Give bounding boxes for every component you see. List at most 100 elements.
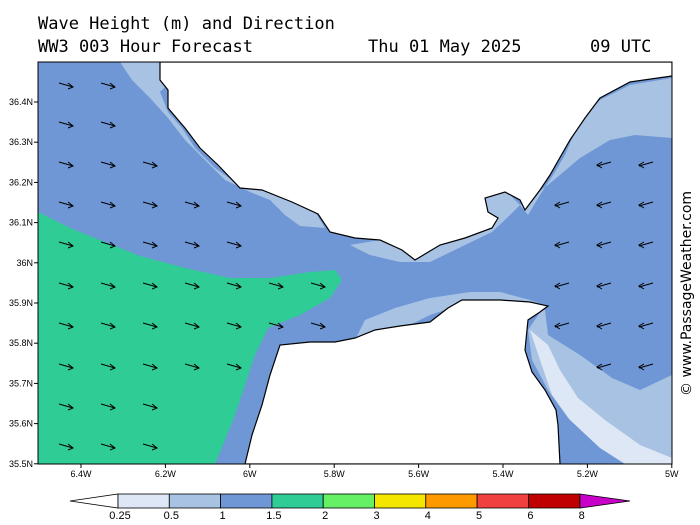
wave-arrow [226, 241, 242, 249]
credit-text: © www.PassageWeather.com [679, 190, 695, 396]
wave-arrow [142, 282, 158, 290]
legend-label: 5 [476, 510, 482, 522]
wave-arrow [142, 161, 158, 169]
lon-label: 5W [665, 469, 679, 479]
wave-arrow [184, 363, 200, 371]
wave-arrow [638, 161, 654, 169]
wave-arrow [100, 82, 116, 90]
legend-label: 1 [220, 510, 226, 522]
legend-swatches [117, 493, 581, 509]
land-spain [159, 62, 672, 261]
wave-arrow [142, 403, 158, 411]
lat-label: 36.4N [9, 97, 33, 107]
legend-swatch [168, 493, 222, 509]
wave-arrow [638, 363, 654, 371]
legend-swatch [476, 493, 529, 509]
wave-arrow [596, 161, 612, 169]
light-band-north [120, 62, 325, 228]
legend-swatch [322, 493, 375, 509]
wave-arrow [310, 282, 326, 290]
legend-label: 0.5 [164, 510, 179, 522]
wave-arrow [100, 363, 116, 371]
wave-arrow [58, 363, 74, 371]
legend-swatch [528, 493, 581, 509]
lon-label: 5.8W [324, 469, 346, 479]
wave-arrow [226, 201, 242, 209]
wave-arrow [100, 241, 116, 249]
wave-arrow [100, 201, 116, 209]
forecast-time: 09 UTC [590, 37, 652, 57]
wave-arrow [58, 403, 74, 411]
wave-arrow [184, 322, 200, 330]
lon-label: 5.6W [408, 469, 430, 479]
wave-arrow [638, 241, 654, 249]
wave-arrow [100, 161, 116, 169]
legend-high-arrow [579, 493, 631, 509]
wave-arrow [184, 282, 200, 290]
forecast-model: WW3 003 Hour Forecast [38, 37, 253, 57]
wave-arrow [596, 241, 612, 249]
legend-labels: 0.25 0.5 1 1.5 2 3 4 5 6 8 [109, 510, 584, 522]
lat-label: 35.5N [9, 459, 33, 469]
lat-label: 36.1N [9, 218, 33, 228]
wave-arrow [554, 282, 570, 290]
lat-label: 35.9N [9, 298, 33, 308]
map-body [38, 62, 672, 464]
wave-arrow [554, 322, 570, 330]
land-morocco [244, 299, 561, 464]
wave-arrow [100, 443, 116, 451]
wave-arrow [310, 322, 326, 330]
wave-arrow [100, 403, 116, 411]
lon-label: 6W [243, 469, 257, 479]
wave-height-legend: 0.25 0.5 1 1.5 2 3 4 5 6 8 [69, 493, 631, 522]
lon-label: 6.2W [155, 469, 177, 479]
legend-low-arrow [69, 493, 119, 509]
wave-arrow [638, 282, 654, 290]
pale-band-morocco [530, 330, 672, 464]
map-title: Wave Height (m) and Direction [38, 14, 335, 34]
wave-arrow [268, 282, 284, 290]
wave-arrow [596, 363, 612, 371]
legend-label: 4 [425, 510, 431, 522]
wave-arrow [142, 322, 158, 330]
wave-arrow [100, 282, 116, 290]
wave-arrow [226, 322, 242, 330]
wave-arrow [596, 282, 612, 290]
legend-swatch [374, 493, 427, 509]
wave-arrow [58, 82, 74, 90]
legend-swatch [220, 493, 273, 509]
wave-arrow [554, 241, 570, 249]
wave-arrow [596, 201, 612, 209]
wave-arrow [58, 161, 74, 169]
lat-label: 35.7N [9, 378, 33, 388]
wave-region-high [38, 212, 342, 464]
wave-arrow [142, 201, 158, 209]
legend-label: 3 [373, 510, 379, 522]
lat-label: 36N [16, 258, 33, 268]
wave-arrow [226, 282, 242, 290]
wave-arrow [226, 363, 242, 371]
legend-label: 2 [322, 510, 328, 522]
wave-direction-arrows [58, 82, 654, 451]
legend-label: 1.5 [266, 510, 281, 522]
wave-arrow [58, 121, 74, 129]
latitude-axis: 36.4N 36.3N 36.2N 36.1N 36N 35.9N 35.8N 35.7N 35… [9, 97, 38, 469]
lat-label: 35.6N [9, 419, 33, 429]
wave-arrow [638, 201, 654, 209]
forecast-date: Thu 01 May 2025 [368, 37, 522, 57]
wave-arrow [184, 201, 200, 209]
wave-arrow [638, 322, 654, 330]
lat-label: 36.2N [9, 177, 33, 187]
legend-swatch [117, 493, 170, 509]
lon-label: 5.2W [577, 469, 599, 479]
wave-arrow [58, 443, 74, 451]
wave-arrow [58, 322, 74, 330]
legend-swatch [271, 493, 324, 509]
wave-arrow [596, 322, 612, 330]
longitude-axis: 6.4W 6.2W 6W 5.8W 5.6W 5.4W 5.2W 5W [70, 464, 679, 479]
legend-label: 6 [527, 510, 533, 522]
wave-arrow [554, 201, 570, 209]
wave-arrow [142, 363, 158, 371]
lat-label: 36.3N [9, 137, 33, 147]
